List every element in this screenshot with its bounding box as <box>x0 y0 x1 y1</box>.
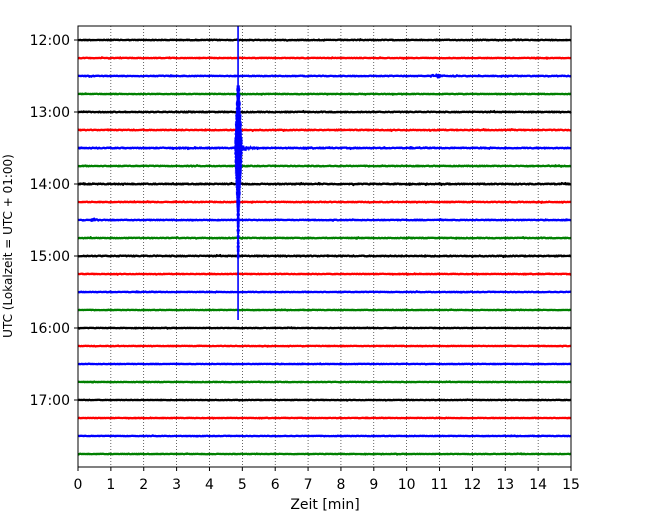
trace-line <box>77 217 572 222</box>
x-tick-label: 1 <box>106 477 115 493</box>
x-tick-label: 2 <box>139 477 148 493</box>
seismogram-traces <box>77 38 572 456</box>
y-axis-title: UTC (Lokalzeit = UTC + 01:00) <box>1 154 15 338</box>
x-tick-label: 5 <box>238 477 247 493</box>
x-tick-label: 12 <box>463 477 481 493</box>
trace-line <box>77 128 572 133</box>
trace-line <box>77 416 572 420</box>
trace-line <box>77 236 572 240</box>
trace-line <box>77 146 572 151</box>
y-tick-label: 13:00 <box>30 105 70 121</box>
trace-line <box>77 434 572 438</box>
plot-frame <box>77 25 572 468</box>
trace-line <box>77 56 572 60</box>
x-tick-label: 7 <box>304 477 313 493</box>
x-tick-label: 10 <box>398 477 416 493</box>
y-tick-label: 14:00 <box>30 177 70 193</box>
earthquake-event <box>234 26 259 320</box>
trace-line <box>77 181 572 187</box>
trace-line <box>77 38 572 42</box>
y-tick-label: 15:00 <box>30 249 70 265</box>
trace-line <box>77 452 572 456</box>
x-tick-label: 9 <box>369 477 378 493</box>
y-axis-ticks: 12:00 13:00 14:00 15:00 16:00 17:00 <box>30 33 78 409</box>
x-axis-title: Zeit [min] <box>290 497 359 513</box>
trace-line <box>77 272 572 276</box>
trace-line <box>77 253 572 259</box>
y-tick-label: 17:00 <box>30 393 70 409</box>
x-tick-label: 6 <box>271 477 280 493</box>
trace-line <box>77 344 572 348</box>
x-tick-label: 0 <box>74 477 83 493</box>
trace-line <box>77 398 572 402</box>
x-tick-label: 3 <box>172 477 181 493</box>
y-tick-label: 12:00 <box>30 33 70 49</box>
trace-line <box>77 73 572 79</box>
trace-line <box>77 326 572 330</box>
trace-line <box>77 109 572 114</box>
trace-line <box>77 92 572 96</box>
trace-line <box>77 380 572 384</box>
y-tick-label: 16:00 <box>30 321 70 337</box>
x-tick-label: 4 <box>205 477 214 493</box>
trace-line <box>77 200 572 204</box>
trace-line <box>77 164 572 168</box>
x-tick-label: 15 <box>562 477 580 493</box>
x-tick-label: 11 <box>431 477 449 493</box>
x-axis-ticks: 0 1 2 3 4 5 6 7 8 9 10 11 12 13 14 15 <box>74 467 580 493</box>
x-tick-label: 8 <box>336 477 345 493</box>
event-coda <box>237 139 259 155</box>
x-tick-label: 13 <box>496 477 514 493</box>
trace-line <box>77 362 572 366</box>
trace-line <box>77 290 572 294</box>
x-tick-label: 14 <box>529 477 547 493</box>
trace-line <box>77 308 572 312</box>
